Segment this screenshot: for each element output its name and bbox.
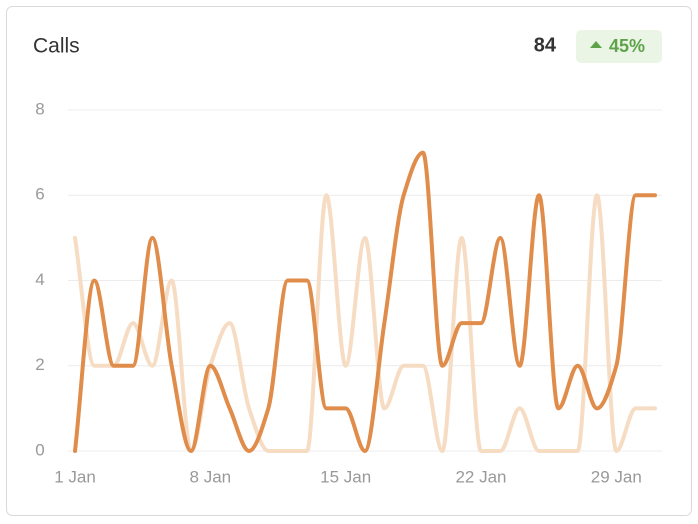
card-border (6, 6, 692, 516)
total: 84 (534, 34, 557, 56)
chart-title: Calls (33, 35, 80, 58)
y-tick-label: 6 (35, 185, 44, 204)
x-tick-label: 15 Jan (320, 467, 371, 486)
up-arrow (590, 41, 602, 48)
change-badge (576, 30, 662, 63)
x-tick-label: 29 Jan (591, 467, 642, 486)
y-tick-label: 8 (35, 99, 44, 118)
x-tick-label: 1 Jan (54, 467, 96, 486)
series-line (73, 193, 657, 453)
y-tick-label: 4 (35, 270, 44, 289)
series-line (73, 150, 657, 453)
change-label: 45% (609, 36, 645, 56)
x-tick-label: 22 Jan (455, 467, 506, 486)
y-tick-label: 2 (35, 355, 44, 374)
x-tick-label: 8 Jan (190, 467, 232, 486)
y-tick-label: 0 (35, 440, 44, 459)
